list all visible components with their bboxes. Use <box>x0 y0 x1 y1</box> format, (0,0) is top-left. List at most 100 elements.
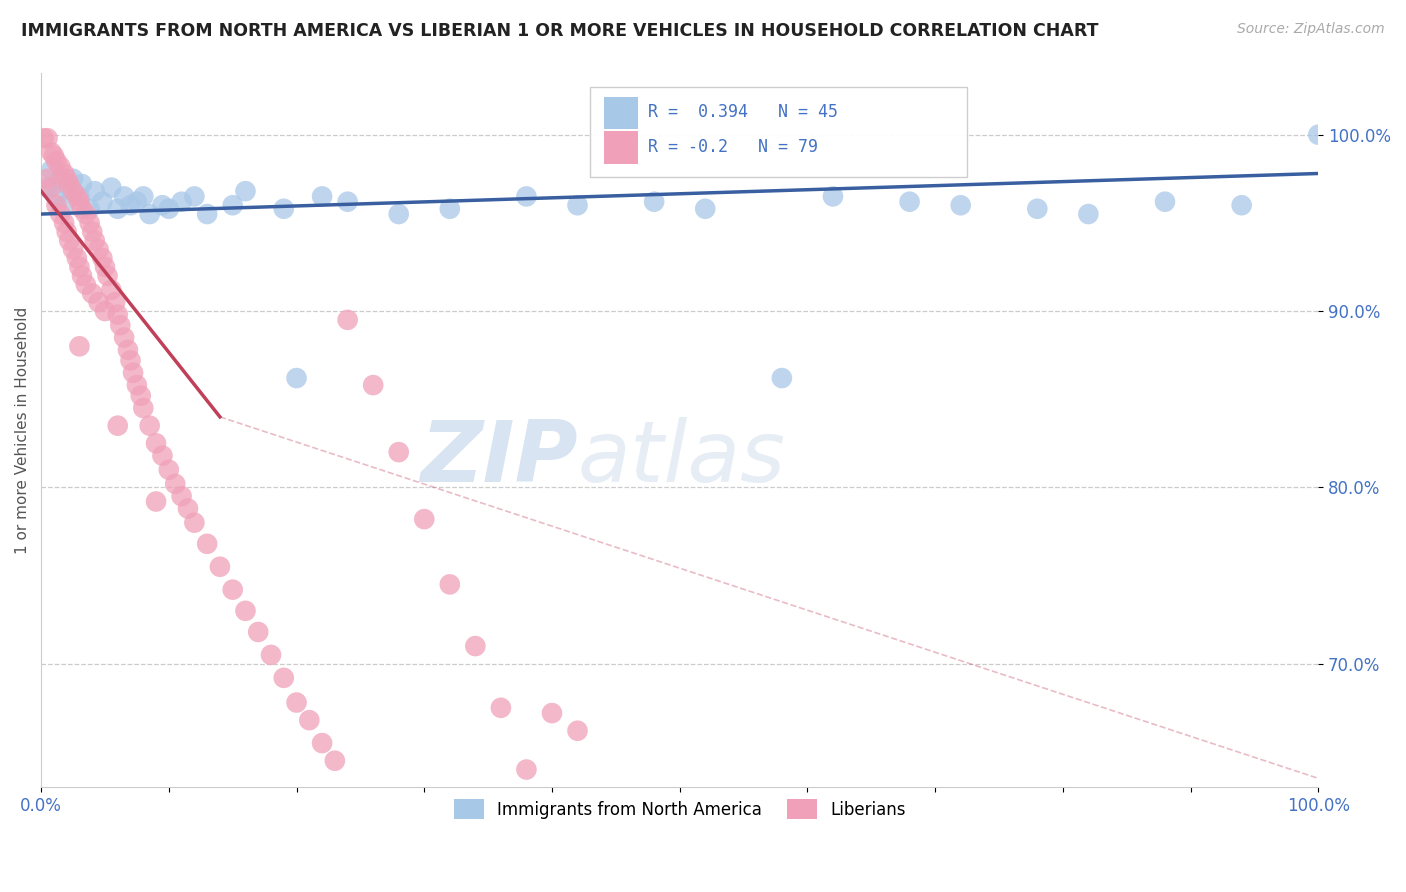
Point <box>41 163 63 178</box>
Point <box>464 639 486 653</box>
Point <box>82 225 104 239</box>
Point <box>170 489 193 503</box>
Point <box>567 198 589 212</box>
Point <box>37 180 59 194</box>
Point <box>183 189 205 203</box>
Point <box>45 154 67 169</box>
Point <box>695 202 717 216</box>
Point <box>336 313 359 327</box>
Point <box>66 251 89 265</box>
Point <box>91 251 114 265</box>
Point <box>107 418 129 433</box>
Point <box>112 189 135 203</box>
Point <box>515 763 537 777</box>
Point <box>104 295 127 310</box>
Point <box>439 202 461 216</box>
Legend: Immigrants from North America, Liberians: Immigrants from North America, Liberians <box>447 793 912 825</box>
Text: ZIP: ZIP <box>420 417 578 500</box>
Point <box>152 198 174 212</box>
Point <box>165 476 187 491</box>
Point <box>120 353 142 368</box>
Point <box>157 463 180 477</box>
Point <box>67 194 90 209</box>
Point <box>195 207 218 221</box>
Point <box>96 268 118 283</box>
Point <box>122 366 145 380</box>
Point <box>489 701 512 715</box>
Point <box>49 160 72 174</box>
FancyBboxPatch shape <box>605 131 637 163</box>
Point <box>41 180 63 194</box>
Point <box>45 189 67 203</box>
Point <box>235 604 257 618</box>
Point <box>260 648 283 662</box>
Point <box>70 202 93 216</box>
Point <box>110 318 132 333</box>
Point <box>70 177 93 191</box>
Point <box>311 736 333 750</box>
Point <box>1026 202 1049 216</box>
Point <box>107 308 129 322</box>
Point <box>323 754 346 768</box>
Point <box>94 304 117 318</box>
Text: atlas: atlas <box>578 417 786 500</box>
Point <box>298 713 321 727</box>
Point <box>87 243 110 257</box>
Point <box>67 189 90 203</box>
Point <box>235 184 257 198</box>
Point <box>82 286 104 301</box>
Point <box>83 184 105 198</box>
Point <box>66 189 89 203</box>
Point <box>413 512 436 526</box>
Point <box>273 671 295 685</box>
Point <box>83 234 105 248</box>
Point <box>79 216 101 230</box>
Point <box>87 295 110 310</box>
Point <box>1230 198 1253 212</box>
Point <box>55 225 77 239</box>
Point <box>247 625 270 640</box>
Point <box>157 202 180 216</box>
Point <box>208 559 231 574</box>
Point <box>145 436 167 450</box>
Point <box>145 494 167 508</box>
Point <box>1308 128 1330 142</box>
Point <box>388 207 411 221</box>
Point <box>949 198 972 212</box>
Point <box>32 131 55 145</box>
Text: IMMIGRANTS FROM NORTH AMERICA VS LIBERIAN 1 OR MORE VEHICLES IN HOUSEHOLD CORREL: IMMIGRANTS FROM NORTH AMERICA VS LIBERIA… <box>21 22 1098 40</box>
Point <box>67 260 90 274</box>
Text: R = -0.2   N = 79: R = -0.2 N = 79 <box>648 137 818 155</box>
Point <box>37 171 59 186</box>
Point <box>79 202 101 216</box>
Point <box>42 149 65 163</box>
Y-axis label: 1 or more Vehicles in Household: 1 or more Vehicles in Household <box>15 307 30 554</box>
Point <box>195 537 218 551</box>
Point <box>285 696 308 710</box>
Point <box>439 577 461 591</box>
Point <box>643 194 665 209</box>
Point <box>221 198 243 212</box>
Point <box>821 189 844 203</box>
Point <box>388 445 411 459</box>
Point <box>58 234 80 248</box>
Point <box>898 194 921 209</box>
Point <box>770 371 793 385</box>
Point <box>541 706 564 720</box>
Point <box>67 339 90 353</box>
Point <box>91 194 114 209</box>
Point <box>138 207 160 221</box>
Point <box>37 131 59 145</box>
Point <box>221 582 243 597</box>
FancyBboxPatch shape <box>605 96 637 129</box>
Point <box>94 260 117 274</box>
Point <box>100 180 122 194</box>
Point <box>107 202 129 216</box>
Point <box>567 723 589 738</box>
Point <box>1077 207 1099 221</box>
Point <box>285 371 308 385</box>
Point <box>1154 194 1177 209</box>
Point <box>70 268 93 283</box>
Point <box>183 516 205 530</box>
Point <box>311 189 333 203</box>
